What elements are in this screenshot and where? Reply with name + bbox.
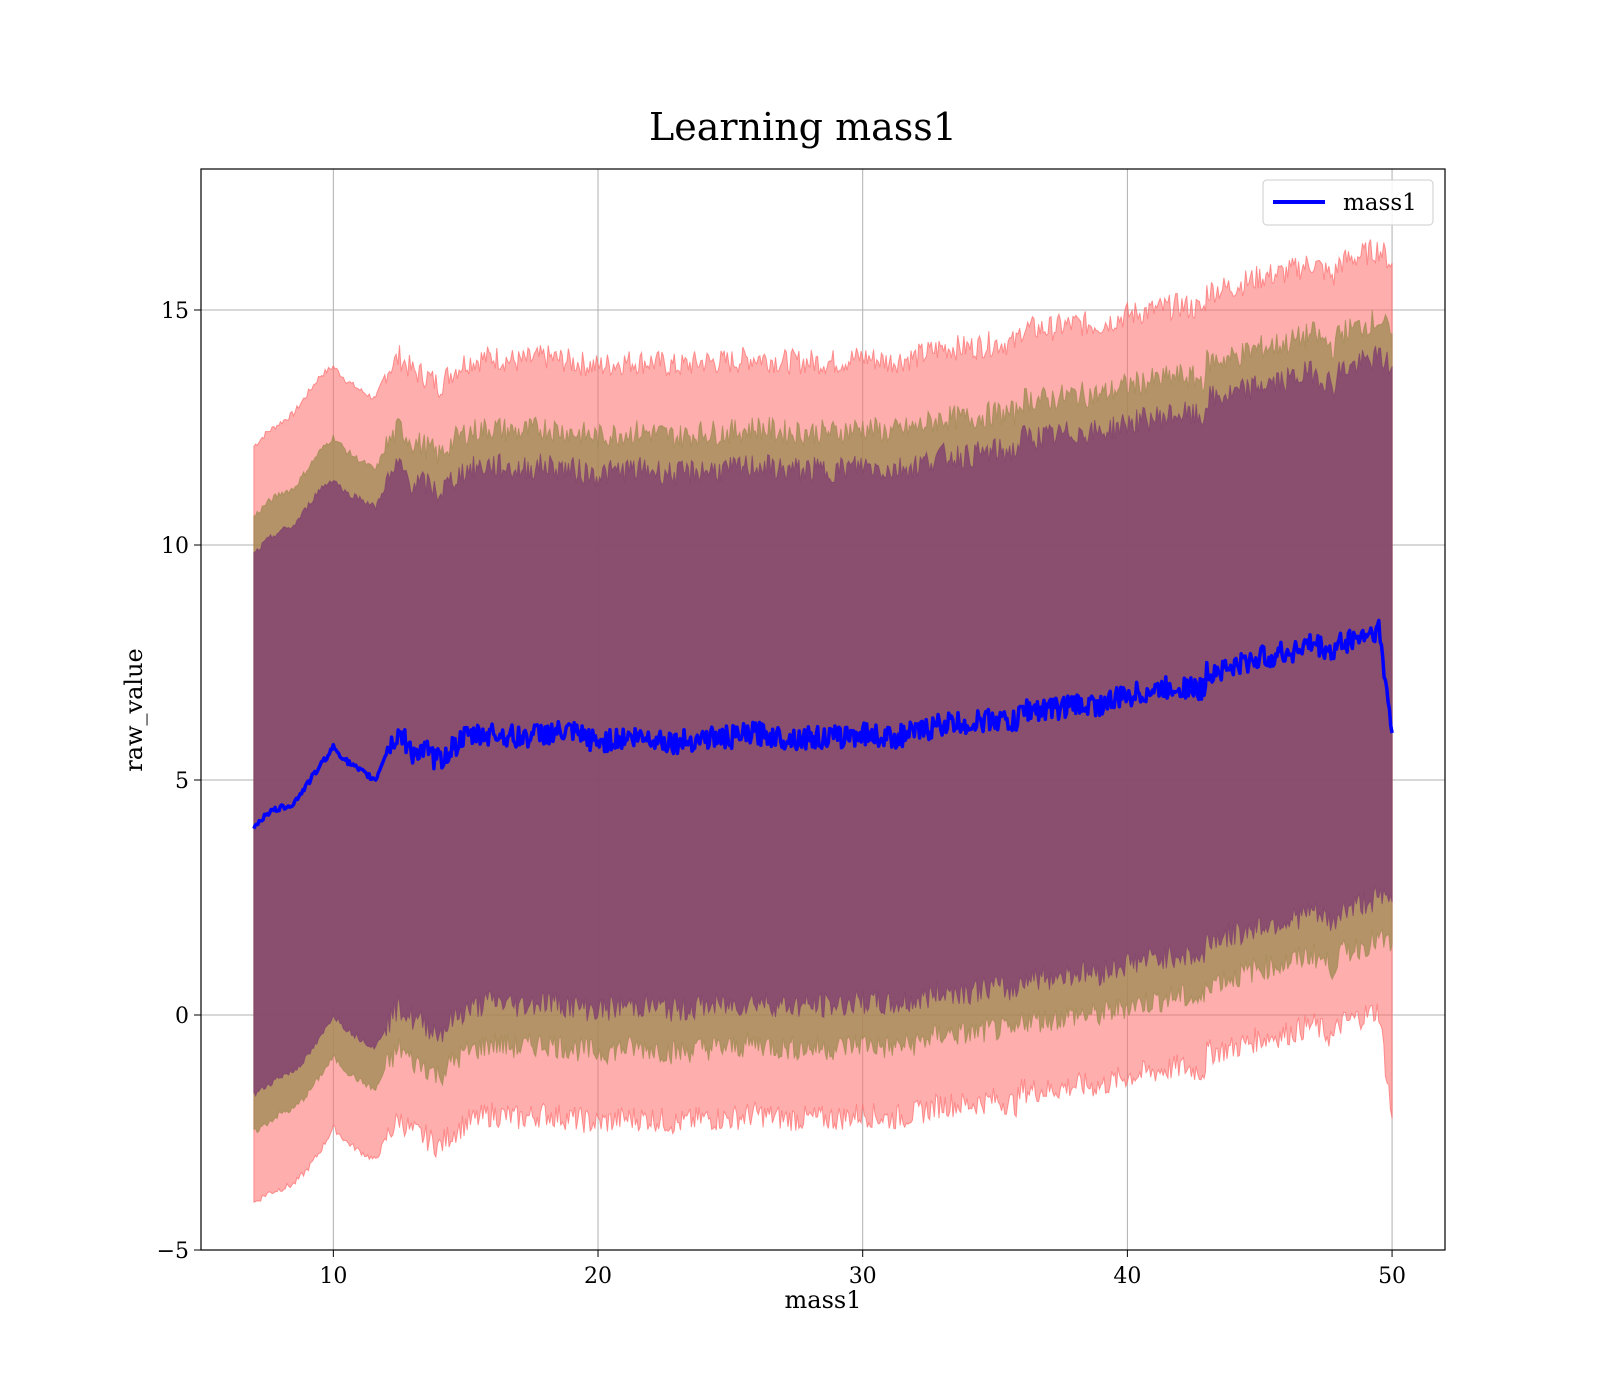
x-tick-label: 10 bbox=[319, 1264, 347, 1289]
y-tick-label: 0 bbox=[175, 1004, 189, 1029]
legend-box bbox=[1262, 179, 1434, 226]
series-lines bbox=[252, 618, 1394, 830]
x-tick-label: 50 bbox=[1378, 1264, 1406, 1289]
x-tick-label: 20 bbox=[584, 1264, 612, 1289]
x-tick-label: 40 bbox=[1113, 1264, 1141, 1289]
y-tick-label: 5 bbox=[175, 769, 189, 794]
plot-frame bbox=[200, 168, 1446, 1251]
chart-title: Learning mass1 bbox=[649, 105, 957, 149]
series-line-mass1 bbox=[252, 618, 1394, 830]
y-tick-label: −5 bbox=[157, 1239, 189, 1264]
y-tick-label: 10 bbox=[161, 534, 189, 559]
x-tick-label: 30 bbox=[849, 1264, 877, 1289]
band-inner bbox=[253, 345, 1393, 1098]
x-axis-ticks: 10 20 30 40 50 bbox=[319, 1250, 1406, 1289]
legend: mass1 bbox=[1262, 179, 1434, 226]
y-axis-ticks: −5 0 5 10 15 bbox=[157, 299, 201, 1264]
confidence-bands bbox=[253, 239, 1393, 1203]
y-tick-label: 15 bbox=[161, 299, 189, 324]
y-axis-label: raw_value bbox=[120, 648, 148, 772]
x-axis-label: mass1 bbox=[785, 1286, 862, 1314]
legend-label-mass1: mass1 bbox=[1343, 190, 1417, 216]
